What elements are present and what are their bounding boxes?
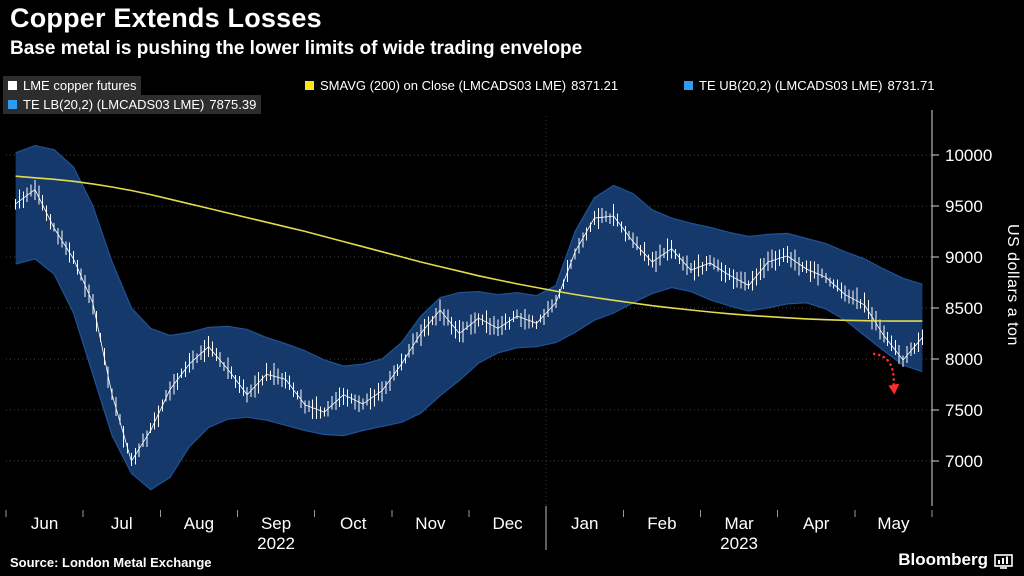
x-month-label: Aug bbox=[184, 514, 214, 533]
chart-canvas[interactable]: 7000 7500 8000 8500 9000 9500 10000 Jun Jul Aug Se… bbox=[0, 104, 1024, 556]
bloomberg-wordmark: Bloomberg bbox=[898, 550, 988, 569]
smavg-swatch-icon bbox=[305, 81, 314, 90]
chart-title: Copper Extends Losses bbox=[10, 3, 322, 33]
te-ub-swatch-icon bbox=[684, 81, 693, 90]
legend-value: 8731.71 bbox=[887, 78, 935, 93]
trading-envelope-band bbox=[15, 145, 923, 490]
legend-value: 7875.39 bbox=[209, 97, 257, 112]
legend: LME copper futures SMAVG (200) on Close … bbox=[0, 76, 1024, 116]
x-month-label: Feb bbox=[647, 514, 676, 533]
x-month-label: Mar bbox=[724, 514, 754, 533]
y-tick-label: 9000 bbox=[945, 248, 983, 267]
lower-band-line bbox=[15, 258, 923, 491]
sma-200-line bbox=[15, 175, 923, 322]
bloomberg-media-icon bbox=[994, 554, 1013, 569]
legend-label: TE LB(20,2) (LMCADS03 LME) bbox=[23, 97, 205, 112]
y-tick-label: 7000 bbox=[945, 452, 983, 471]
x-month-label: Jul bbox=[111, 514, 133, 533]
x-month-label: Oct bbox=[340, 514, 367, 533]
year-label: 2022 bbox=[257, 534, 295, 553]
price-close-line bbox=[15, 188, 923, 463]
y-tick-label: 8000 bbox=[945, 350, 983, 369]
legend-item-lme-copper-futures[interactable]: LME copper futures bbox=[3, 76, 142, 95]
legend-item-smavg-200[interactable]: SMAVG (200) on Close (LMCADS03 LME) 8371… bbox=[300, 76, 623, 95]
upper-band-line bbox=[15, 144, 923, 367]
annotation-arrow bbox=[872, 352, 896, 389]
x-month-label: Apr bbox=[803, 514, 830, 533]
price-chart[interactable]: 7000 7500 8000 8500 9000 9500 10000 Jun Jul Aug Se… bbox=[0, 104, 1024, 556]
x-month-label: Jun bbox=[31, 514, 58, 533]
x-month-label: May bbox=[877, 514, 910, 533]
year-label: 2023 bbox=[720, 534, 758, 553]
legend-item-te-upper-band[interactable]: TE UB(20,2) (LMCADS03 LME) 8731.71 bbox=[679, 76, 940, 95]
x-month-label: Nov bbox=[415, 514, 446, 533]
y-tick-label: 10000 bbox=[945, 146, 992, 165]
legend-label: LME copper futures bbox=[23, 78, 137, 93]
legend-item-te-lower-band[interactable]: TE LB(20,2) (LMCADS03 LME) 7875.39 bbox=[3, 95, 262, 114]
legend-label: TE UB(20,2) (LMCADS03 LME) bbox=[699, 78, 883, 93]
y-tick-label: 8500 bbox=[945, 299, 983, 318]
footer: Source: London Metal Exchange Bloomberg bbox=[0, 548, 1024, 576]
legend-value: 8371.21 bbox=[571, 78, 619, 93]
legend-label: SMAVG (200) on Close (LMCADS03 LME) bbox=[320, 78, 567, 93]
chart-subtitle: Base metal is pushing the lower limits o… bbox=[10, 38, 583, 59]
x-month-label: Dec bbox=[492, 514, 523, 533]
annotation-arrowhead-icon bbox=[888, 383, 900, 395]
y-axis-title: US dollars a ton bbox=[1004, 224, 1021, 346]
te-lb-swatch-icon bbox=[8, 100, 17, 109]
y-tick-label: 9500 bbox=[945, 197, 983, 216]
x-month-label: Sep bbox=[261, 514, 291, 533]
y-tick-label: 7500 bbox=[945, 401, 983, 420]
source-attribution: Source: London Metal Exchange bbox=[10, 555, 212, 570]
x-month-label: Jan bbox=[571, 514, 598, 533]
lme-copper-futures-swatch-icon bbox=[8, 81, 17, 90]
